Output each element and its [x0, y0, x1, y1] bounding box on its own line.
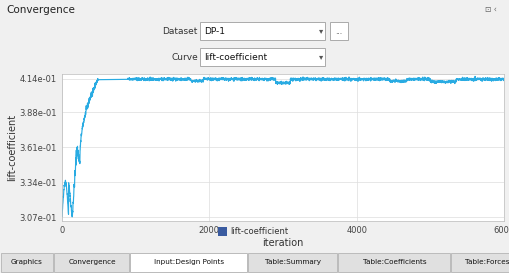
FancyBboxPatch shape [450, 253, 509, 272]
FancyBboxPatch shape [200, 22, 324, 40]
Text: Curve: Curve [171, 52, 197, 61]
Text: DP-1: DP-1 [204, 26, 224, 35]
FancyBboxPatch shape [54, 253, 129, 272]
FancyBboxPatch shape [329, 22, 347, 40]
Text: Dataset: Dataset [162, 26, 197, 35]
Text: ⊡ ‹: ⊡ ‹ [485, 4, 496, 13]
FancyBboxPatch shape [130, 253, 247, 272]
FancyBboxPatch shape [200, 48, 324, 66]
Text: Table:Forces: Table:Forces [464, 259, 508, 265]
Text: lift-coefficient: lift-coefficient [230, 227, 288, 236]
Text: Input:Design Points: Input:Design Points [154, 259, 223, 265]
Text: ...: ... [335, 26, 342, 35]
Text: Convergence: Convergence [68, 259, 116, 265]
X-axis label: iteration: iteration [262, 238, 303, 248]
Text: Convergence: Convergence [6, 5, 75, 16]
Text: Table:Coefficients: Table:Coefficients [362, 259, 426, 265]
FancyBboxPatch shape [217, 227, 227, 236]
Y-axis label: lift-coefficient: lift-coefficient [7, 114, 17, 181]
Text: ▾: ▾ [318, 26, 323, 35]
Text: lift-coefficient: lift-coefficient [204, 52, 267, 61]
FancyBboxPatch shape [248, 253, 337, 272]
Text: Table:Summary: Table:Summary [265, 259, 320, 265]
FancyBboxPatch shape [338, 253, 449, 272]
Text: ▾: ▾ [318, 52, 323, 61]
Text: Graphics: Graphics [11, 259, 43, 265]
FancyBboxPatch shape [1, 253, 53, 272]
